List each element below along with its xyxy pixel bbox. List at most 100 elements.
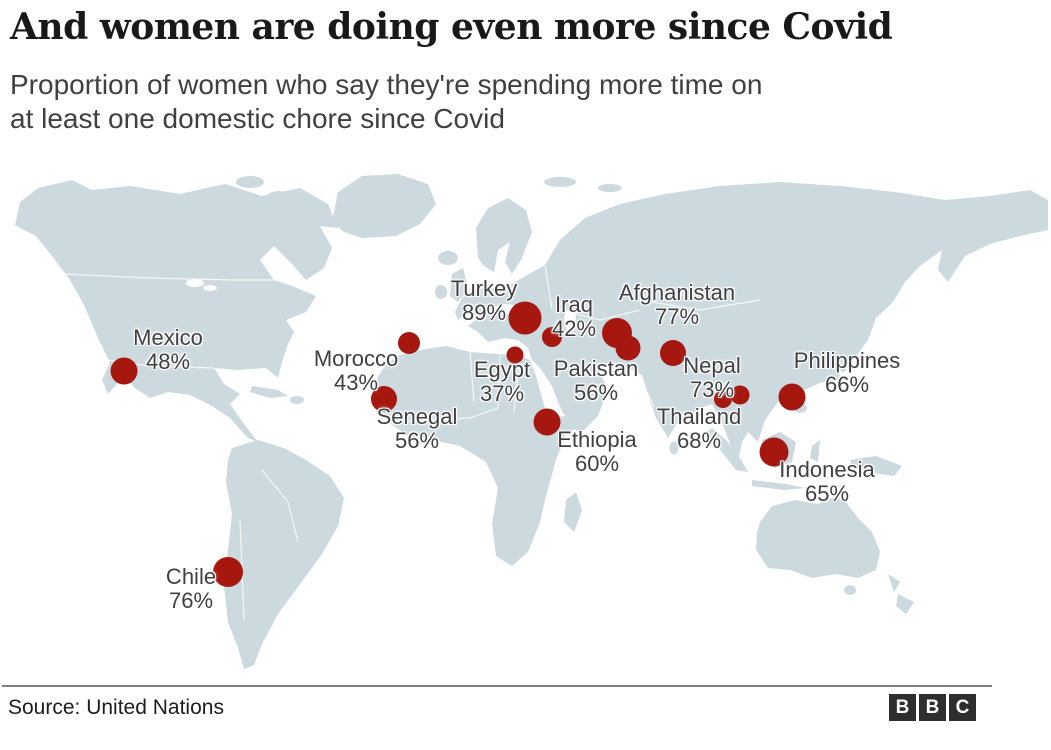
border-africa-sahel	[387, 407, 499, 423]
marker-iraq	[542, 327, 562, 347]
label-pakistan-name: Pakistan	[553, 356, 639, 381]
landmass-north-america	[15, 180, 338, 442]
label-philippines-value: 66%	[824, 372, 870, 397]
label-turkey-name: Turkey	[450, 276, 518, 301]
marker-thailand	[730, 385, 750, 405]
marker-indonesia	[759, 437, 789, 467]
label-egypt: Egypt 37%	[474, 358, 530, 406]
landmass-eurasia	[455, 182, 1048, 462]
source-text: Source: United Nations	[8, 696, 224, 719]
marker-mexico	[110, 357, 138, 385]
label-thailand: Thailand 68%	[657, 405, 741, 453]
marker-morocco	[398, 332, 420, 354]
marker-philippines	[778, 383, 806, 411]
bbc-logo-letter-3: C	[949, 694, 976, 721]
marker-layer	[110, 301, 806, 587]
label-afghanistan: Afghanistan 77%	[619, 281, 735, 329]
label-morocco: Morocco 43%	[314, 347, 398, 395]
label-philippines: Philippines 66%	[794, 349, 900, 397]
landmass-tasmania	[844, 585, 856, 595]
label-senegal-name: Senegal	[376, 404, 458, 429]
marker-egypt	[506, 346, 524, 364]
label-indonesia-name: Indonesia	[779, 457, 875, 482]
label-pakistan-value: 56%	[573, 380, 619, 405]
great-lakes-2-icon	[203, 285, 217, 291]
bbc-logo-letter-1: B	[889, 694, 916, 721]
landmass-arctic-island-4	[598, 184, 622, 192]
landmass-cuba	[250, 386, 288, 398]
border-asia-1	[544, 264, 553, 311]
landmass-sumatra	[706, 428, 748, 472]
landmass-sulawesi	[810, 440, 820, 462]
landmass-greenland	[332, 174, 436, 238]
marker-pakistan	[615, 335, 641, 361]
border-us-canada	[61, 273, 306, 281]
label-senegal-value: 56%	[394, 428, 440, 453]
label-indonesia: Indonesia 65%	[779, 458, 874, 506]
label-chile: Chile 76%	[166, 565, 216, 613]
border-asia-3	[639, 299, 761, 311]
landmass-ireland	[435, 285, 447, 299]
landmass-south-america	[224, 440, 344, 669]
subtitle-line-1: Proportion of women who say they're spen…	[10, 69, 763, 100]
landmass-scandinavia	[476, 198, 532, 274]
border-india-pakistan	[635, 369, 655, 407]
bbc-logo-letter-2: B	[919, 694, 946, 721]
label-ethiopia: Ethiopia 60%	[557, 428, 637, 476]
marker-thailand	[714, 390, 732, 408]
label-philippines-name: Philippines	[793, 348, 901, 373]
label-nepal-value: 73%	[689, 377, 735, 402]
landmass-iceland	[438, 251, 458, 265]
label-chile-value: 76%	[168, 588, 214, 613]
landmass-java	[752, 480, 806, 490]
landmass-taiwan	[839, 360, 847, 372]
marker-nepal	[660, 340, 686, 366]
label-thailand-value: 68%	[676, 428, 722, 453]
world-map-svg	[15, 174, 1048, 669]
label-senegal: Senegal 56%	[377, 405, 458, 453]
marker-turkey	[508, 301, 542, 335]
label-nepal-name: Nepal	[683, 353, 741, 378]
border-africa-2	[497, 353, 501, 409]
landmass-new-zealand-south	[896, 594, 914, 614]
label-nepal: Nepal 73%	[683, 354, 740, 402]
bbc-logo: B B C	[889, 694, 976, 721]
page-title: And women are doing even more since Covi…	[10, 6, 893, 48]
landmass-arctic-island-1	[236, 176, 264, 188]
page-subtitle: Proportion of women who say they're spen…	[10, 68, 762, 136]
border-asia-2	[559, 309, 641, 321]
caspian-sea-icon	[564, 309, 576, 331]
label-mexico-name: Mexico	[133, 325, 203, 350]
label-turkey-value: 89%	[461, 300, 507, 325]
label-morocco-value: 43%	[333, 370, 379, 395]
world-map: Mexico 48% Chile 76% Morocco 43% Senegal 56% Tur…	[0, 170, 1051, 685]
landmass-philippines-islands	[788, 368, 798, 386]
label-iraq-value: 42%	[551, 316, 597, 341]
label-afghanistan-name: Afghanistan	[618, 280, 736, 305]
label-iraq-name: Iraq	[555, 292, 593, 317]
subtitle-line-2: at least one domestic chore since Covid	[10, 103, 505, 134]
landmass-japan	[836, 288, 856, 336]
marker-ethiopia	[533, 408, 561, 436]
label-pakistan: Pakistan 56%	[554, 357, 638, 405]
label-afghanistan-value: 77%	[654, 304, 700, 329]
great-lakes-icon	[186, 279, 204, 287]
landmass-sri-lanka	[669, 441, 679, 455]
footer-divider	[2, 685, 992, 687]
marker-senegal	[371, 386, 397, 412]
landmass-australia	[756, 496, 880, 578]
landmass-arctic-island-2	[268, 191, 288, 201]
label-chile-name: Chile	[165, 564, 217, 589]
label-mexico-value: 48%	[145, 349, 191, 374]
label-morocco-name: Morocco	[313, 346, 399, 371]
marker-chile	[213, 557, 243, 587]
label-turkey: Turkey 89%	[451, 277, 517, 325]
label-iraq: Iraq 42%	[552, 293, 596, 341]
landmass-new-zealand-north	[888, 574, 900, 592]
landmass-britain	[450, 268, 468, 302]
border-africa-1	[469, 351, 475, 403]
landmass-new-guinea	[850, 456, 902, 476]
border-africa-3	[513, 355, 521, 413]
landmass-africa	[372, 346, 588, 566]
